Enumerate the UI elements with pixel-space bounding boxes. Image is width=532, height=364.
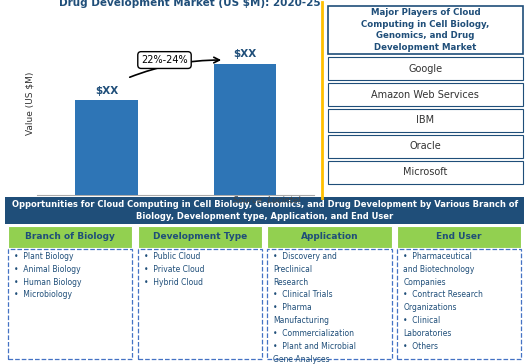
Text: IBM: IBM [416, 115, 435, 126]
Text: Development Type: Development Type [153, 232, 247, 241]
FancyBboxPatch shape [8, 249, 132, 359]
Text: Source: Lucintel: Source: Lucintel [233, 196, 301, 205]
Text: •  Discovery and
Preclinical
Research
•  Clinical Trials
•  Pharma
Manufacturing: • Discovery and Preclinical Research • C… [273, 252, 356, 364]
FancyBboxPatch shape [328, 109, 523, 132]
Text: Microsoft: Microsoft [403, 167, 447, 177]
Bar [214, 64, 276, 195]
Text: Amazon Web Services: Amazon Web Services [371, 90, 479, 100]
FancyBboxPatch shape [5, 197, 524, 224]
FancyBboxPatch shape [397, 226, 521, 248]
Title: Global Cloud Computing in Cell Biology, Genomics, and
Drug Development Market (U: Global Cloud Computing in Cell Biology, … [28, 0, 351, 8]
Text: Application: Application [301, 232, 359, 241]
FancyBboxPatch shape [138, 226, 262, 248]
Text: Branch of Biology: Branch of Biology [25, 232, 115, 241]
Text: Major Players of Cloud
Computing in Cell Biology,
Genomics, and Drug
Development: Major Players of Cloud Computing in Cell… [361, 8, 489, 52]
Text: Opportunities for Cloud Computing in Cell Biology, Genomics, and Drug Developmen: Opportunities for Cloud Computing in Cel… [12, 200, 518, 221]
Y-axis label: Value (US $M): Value (US $M) [26, 72, 35, 135]
FancyBboxPatch shape [138, 249, 262, 359]
Bar [76, 100, 137, 195]
Text: •  Public Cloud
•  Private Cloud
•  Hybrid Cloud: • Public Cloud • Private Cloud • Hybrid … [144, 252, 204, 286]
FancyBboxPatch shape [328, 57, 523, 80]
FancyBboxPatch shape [328, 135, 523, 158]
Text: End User: End User [436, 232, 482, 241]
FancyBboxPatch shape [328, 161, 523, 184]
Text: •  Plant Biology
•  Animal Biology
•  Human Biology
•  Microbiology: • Plant Biology • Animal Biology • Human… [14, 252, 81, 300]
Text: $XX: $XX [95, 86, 118, 95]
FancyBboxPatch shape [267, 249, 392, 359]
FancyBboxPatch shape [328, 5, 523, 54]
Text: •  Pharmaceutical
and Biotechnology
Companies
•  Contract Research
Organizations: • Pharmaceutical and Biotechnology Compa… [403, 252, 483, 351]
FancyBboxPatch shape [397, 249, 521, 359]
Text: 22%-24%: 22%-24% [141, 55, 188, 65]
FancyBboxPatch shape [8, 226, 132, 248]
Text: Oracle: Oracle [410, 141, 441, 151]
Text: $XX: $XX [233, 49, 256, 59]
FancyBboxPatch shape [328, 83, 523, 106]
FancyBboxPatch shape [267, 226, 392, 248]
Text: Google: Google [408, 64, 443, 74]
